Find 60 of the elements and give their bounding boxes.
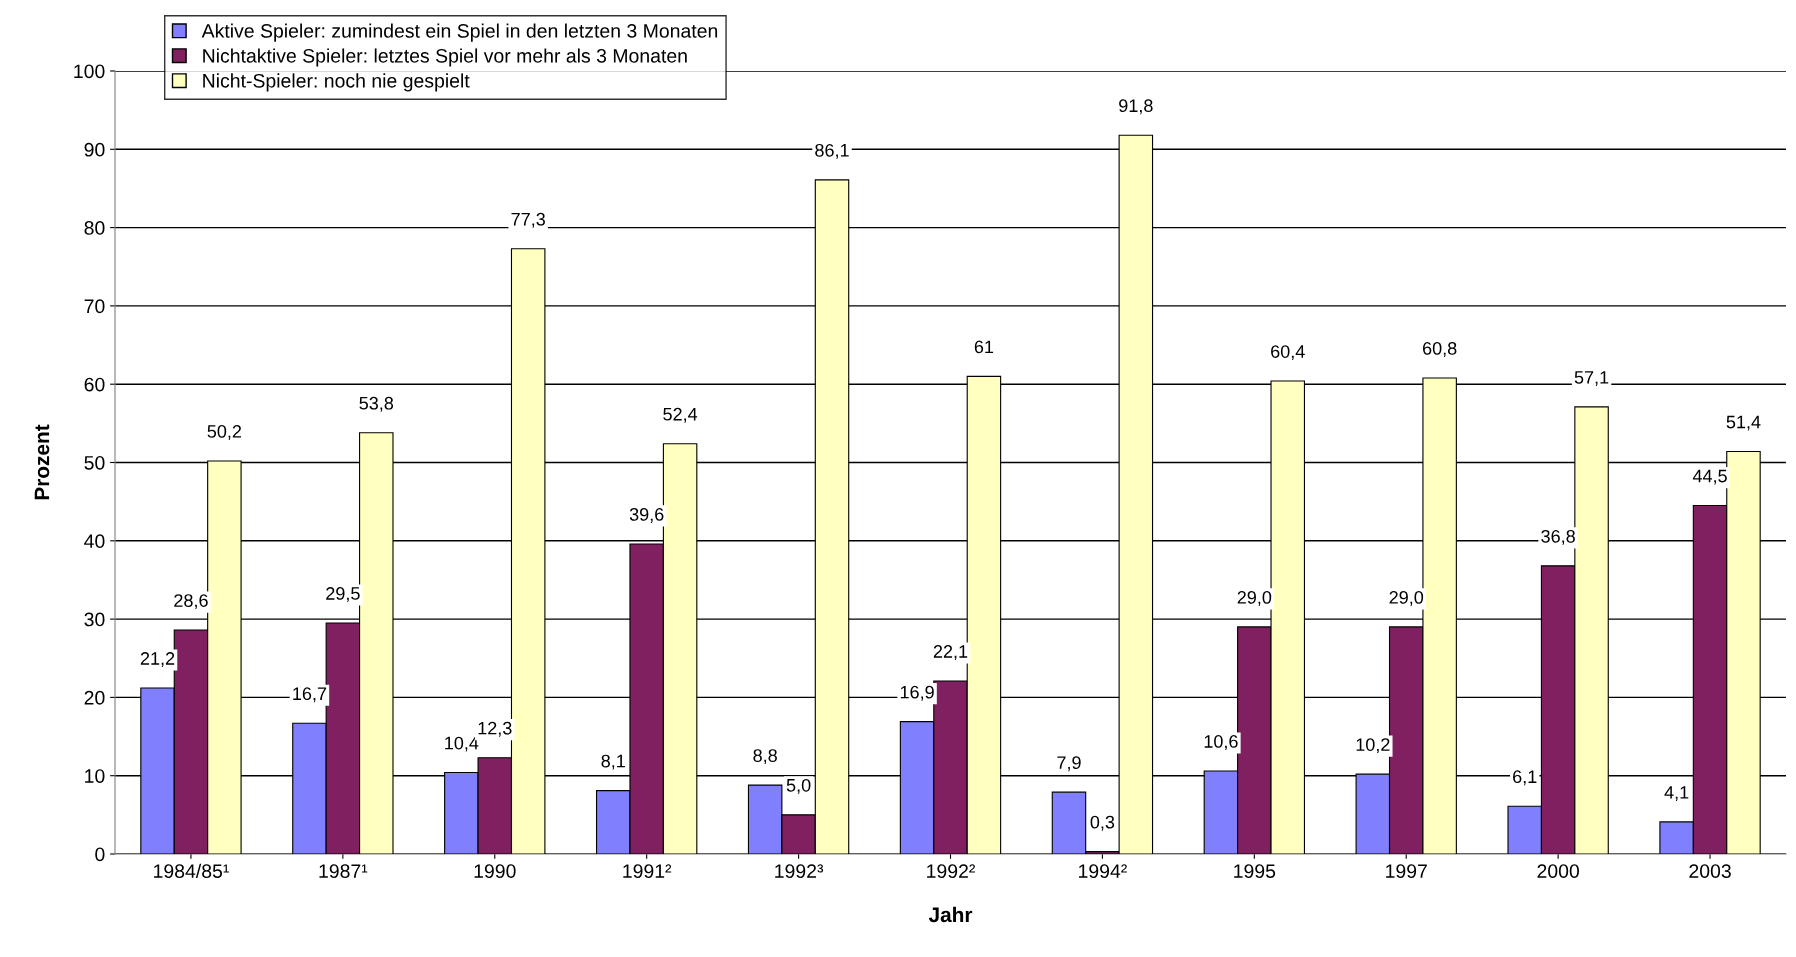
y-tick-label: 70	[84, 299, 105, 314]
data-label: 29,5	[326, 587, 360, 602]
data-label: 91,8	[1119, 99, 1153, 115]
x-tick-label: 1984/85¹	[154, 863, 229, 878]
x-tick-label: 1991²	[623, 864, 672, 878]
data-label: 57,1	[1574, 371, 1609, 386]
data-label: 6,1	[1513, 770, 1537, 786]
y-tick-label: 100	[74, 64, 105, 79]
y-tick-label: 40	[84, 534, 105, 549]
data-label: 0,3	[1090, 815, 1115, 831]
data-label: 61	[974, 340, 994, 354]
x-tick-label: 2000	[1537, 864, 1580, 878]
y-tick-label: 30	[84, 612, 105, 627]
x-tick-label: 1994²	[1079, 864, 1127, 878]
data-label: 10,4	[445, 736, 479, 752]
data-label: 16,7	[293, 687, 327, 703]
y-tick-label: 0	[95, 847, 105, 862]
data-label: 51,4	[1726, 415, 1761, 431]
data-label: 10,2	[1356, 738, 1390, 754]
data-label: 4,1	[1664, 786, 1689, 801]
data-label: 12,3	[478, 721, 512, 737]
x-tick-label: 1987¹	[319, 864, 368, 878]
x-tick-label: 1990	[474, 864, 516, 878]
y-axis-title: Prozent	[34, 424, 50, 500]
y-tick-label: 20	[84, 690, 105, 705]
y-tick-label: 10	[85, 769, 105, 783]
x-tick-label: 1997	[1386, 864, 1427, 878]
data-label: 22,1	[933, 645, 968, 660]
data-label: 10,6	[1204, 735, 1238, 750]
data-label: 86,1	[815, 143, 849, 159]
y-tick-label: 80	[84, 221, 105, 235]
y-tick-label: 50	[84, 455, 105, 470]
legend-label: Nicht-Spieler: noch nie gespielt	[203, 73, 470, 92]
data-label: 60,8	[1423, 342, 1457, 357]
x-axis-title: Jahr	[928, 906, 973, 923]
data-label: 29,0	[1237, 591, 1272, 606]
x-tick-label: 1992²	[927, 864, 975, 878]
x-tick-label: 1992³	[775, 864, 824, 878]
data-label: 36,8	[1541, 529, 1575, 545]
data-label: 52,4	[663, 407, 698, 423]
data-label: 8,8	[753, 749, 777, 765]
data-label: 39,6	[629, 508, 664, 523]
data-label: 7,9	[1057, 756, 1081, 772]
data-label: 28,6	[174, 594, 208, 610]
data-label: 44,5	[1692, 469, 1727, 485]
y-tick-label: 90	[84, 142, 105, 157]
data-label: 60,4	[1271, 345, 1305, 361]
data-label: 77,3	[511, 212, 545, 228]
data-label: 8,1	[601, 754, 625, 770]
x-tick-label: 1995	[1234, 864, 1276, 878]
legend-label: Aktive Spieler: zumindest ein Spiel in den letzten 3 Monaten	[201, 23, 718, 42]
data-label: 16,9	[900, 685, 934, 701]
y-tick-label: 60	[84, 377, 105, 392]
x-tick-label: 2003	[1689, 864, 1731, 878]
data-label: 50,2	[207, 425, 242, 440]
data-label: 29,0	[1389, 591, 1424, 606]
data-label: 5,0	[786, 778, 811, 794]
legend-label: Nichtaktive Spieler: letztes Spiel vor mehr als 3 Monaten	[203, 48, 687, 67]
data-label: 21,2	[140, 652, 175, 667]
data-label: 53,8	[359, 396, 394, 412]
